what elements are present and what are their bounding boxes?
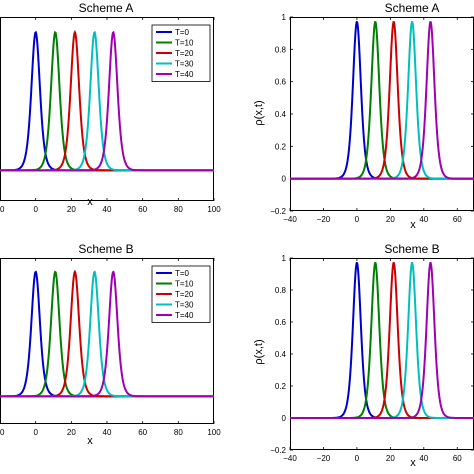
series-line-curve-1 xyxy=(290,20,474,180)
x-tick-label: 80 xyxy=(174,205,183,214)
x-tick-label: 0 xyxy=(33,205,38,214)
series-line-curve-0 xyxy=(290,20,474,180)
series-line-curve-3 xyxy=(290,261,474,419)
legend-label: T=30 xyxy=(175,60,194,69)
x-tick-label: 20 xyxy=(386,215,395,224)
x-tick-label: 100 xyxy=(207,428,221,437)
y-tick-label: 0.2 xyxy=(275,142,287,151)
y-tick-label: 0 xyxy=(282,414,287,423)
y-axis-label: ρ(x,t) xyxy=(253,339,265,364)
x-axis-label: x xyxy=(410,457,416,469)
x-axis-label: x xyxy=(87,196,93,208)
y-tick-label: −0.2 xyxy=(270,207,286,216)
panel-top-right: Scheme A x ρ(x,t) xyxy=(253,1,439,231)
legend-label: T=20 xyxy=(175,290,194,299)
x-tick-label: 20 xyxy=(0,205,5,214)
x-tick-label: −20 xyxy=(317,454,331,463)
plot-area-top-left: 20 0 20 40 60 80 100 T=0 T=10T=20 T=30T=40 xyxy=(0,17,221,214)
x-tick-label: 60 xyxy=(453,454,462,463)
series-line-curve-4 xyxy=(290,20,474,180)
y-tick-label: 0.4 xyxy=(275,350,287,359)
y-tick-label: 0.6 xyxy=(275,78,287,87)
series-line-curve-4 xyxy=(290,261,474,419)
x-tick-label: 20 xyxy=(0,428,5,437)
legend: T=0 T=10T=20 T=30T=40 xyxy=(151,265,211,323)
panel-top-left: Scheme A x xyxy=(79,1,134,208)
panel-title: Scheme B xyxy=(384,242,439,256)
panel-title: Scheme A xyxy=(79,1,134,15)
legend-label: T=40 xyxy=(175,311,194,320)
legend-label: T=0 xyxy=(175,269,190,278)
panel-bottom-right: Scheme B x ρ(x,t) xyxy=(253,242,440,469)
y-tick-label: 0 xyxy=(282,175,287,184)
y-tick-label: 0.4 xyxy=(275,110,287,119)
x-tick-label: 0 xyxy=(33,428,38,437)
x-axis-label: x xyxy=(410,219,416,231)
x-tick-label: −20 xyxy=(317,215,331,224)
series-line-curve-0 xyxy=(290,261,474,419)
y-tick-label: 1 xyxy=(282,13,287,22)
y-tick-label: 0.6 xyxy=(275,318,287,327)
series-line-curve-2 xyxy=(290,20,474,180)
legend-label: T=30 xyxy=(175,301,194,310)
x-tick-label: −40 xyxy=(283,454,297,463)
x-tick-label: 40 xyxy=(103,205,112,214)
x-tick-label: 20 xyxy=(386,454,395,463)
series-line-t-40 xyxy=(0,30,214,172)
panel-title: Scheme B xyxy=(78,242,133,256)
panel-bottom-left: Scheme B x xyxy=(78,242,133,447)
series-line-t-40 xyxy=(0,270,214,398)
x-tick-label: 0 xyxy=(355,215,360,224)
y-tick-label: 1 xyxy=(282,254,287,263)
series-line-curve-3 xyxy=(290,20,474,180)
legend-label: T=10 xyxy=(175,280,194,289)
plot-area-bottom-left: 20 0 20 40 60 80 100 T=0 T=10T=20 T=30T=40 xyxy=(0,258,221,437)
legend-label: T=40 xyxy=(175,70,194,79)
y-tick-label: 0.8 xyxy=(275,45,287,54)
legend-label: T=20 xyxy=(175,49,194,58)
axes-frame xyxy=(290,17,474,211)
x-tick-label: 0 xyxy=(355,454,360,463)
x-axis-label: x xyxy=(87,435,93,447)
x-tick-label: 20 xyxy=(67,205,76,214)
x-tick-label: 20 xyxy=(67,428,76,437)
x-tick-label: 40 xyxy=(419,215,428,224)
x-tick-label: 100 xyxy=(207,205,221,214)
legend-label: T=0 xyxy=(175,28,190,37)
legend-label: T=10 xyxy=(175,39,194,48)
x-tick-label: 60 xyxy=(138,205,147,214)
series-line-curve-2 xyxy=(290,261,474,419)
legend: T=0 T=10T=20 T=30T=40 xyxy=(151,24,211,82)
y-tick-label: 0.8 xyxy=(275,286,287,295)
x-tick-label: 60 xyxy=(453,215,462,224)
x-tick-label: 40 xyxy=(103,428,112,437)
x-tick-label: 80 xyxy=(174,428,183,437)
y-axis-label: ρ(x,t) xyxy=(253,100,265,125)
x-tick-label: −40 xyxy=(283,215,297,224)
plot-area-bottom-right: −40 −20 0 20 40 60 −0.2 0 0.2 0.4 0.6 0.8 1 xyxy=(270,254,474,463)
axes-frame xyxy=(290,258,474,450)
series-line-curve-1 xyxy=(290,261,474,419)
y-tick-label: 0.2 xyxy=(275,382,287,391)
x-tick-label: 60 xyxy=(138,428,147,437)
y-tick-label: −0.2 xyxy=(270,446,286,455)
panel-title: Scheme A xyxy=(385,1,440,15)
x-tick-label: 40 xyxy=(419,454,428,463)
plot-area-top-right: −40 −20 0 20 40 60 −0.2 0 0.2 0.4 0.6 0.8 1 xyxy=(270,13,474,224)
